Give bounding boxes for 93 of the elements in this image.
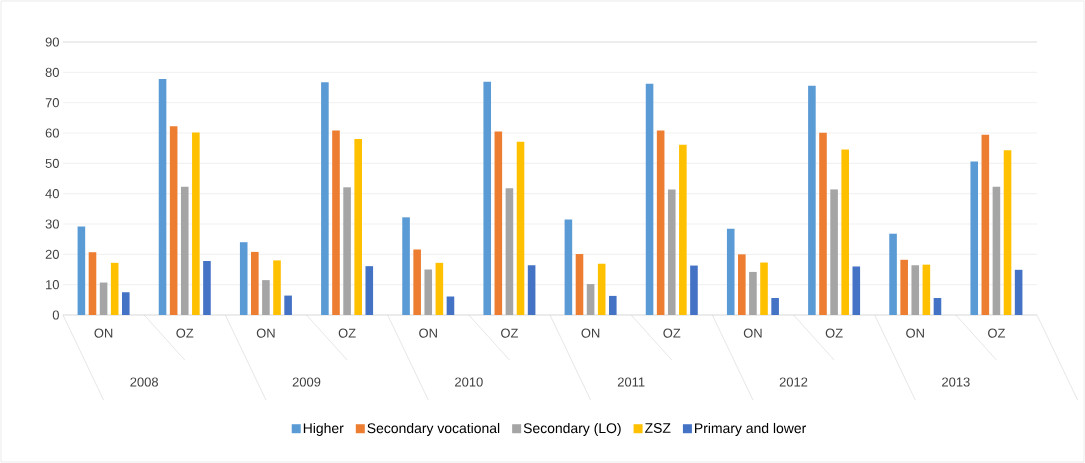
bar xyxy=(262,280,270,315)
bar xyxy=(933,298,942,315)
bar xyxy=(77,226,86,315)
bar xyxy=(738,254,746,315)
bar xyxy=(158,79,167,315)
bar xyxy=(273,260,281,315)
text: 2008 xyxy=(130,377,158,387)
text: 2009 xyxy=(292,377,321,387)
bar xyxy=(203,261,211,315)
bar xyxy=(841,149,849,315)
bar xyxy=(169,126,178,315)
bar xyxy=(446,296,455,315)
bar xyxy=(981,134,990,315)
bar xyxy=(608,295,617,315)
x-tick-label: OZ xyxy=(176,328,194,338)
bar xyxy=(99,282,108,315)
x-tick-label: OZ xyxy=(825,328,843,338)
bar xyxy=(1014,269,1023,315)
bar xyxy=(889,233,897,315)
bar xyxy=(760,262,768,315)
bar xyxy=(771,298,779,315)
text: 2013 xyxy=(942,377,970,387)
x-tick-label: OZ xyxy=(338,328,356,338)
bar xyxy=(749,271,757,315)
bar xyxy=(365,266,374,315)
bar xyxy=(424,269,433,315)
bar xyxy=(527,265,536,315)
bar xyxy=(284,295,292,315)
y-tick-label: 90 xyxy=(45,37,59,47)
y-tick-label: 60 xyxy=(45,128,59,138)
bar xyxy=(354,139,362,315)
legend-label: Secondary (LO) xyxy=(523,422,621,436)
x-tick-label: OZ xyxy=(501,328,519,338)
bar xyxy=(494,131,503,315)
bar xyxy=(922,264,931,315)
y-tick-label: 30 xyxy=(45,219,59,229)
bar xyxy=(911,265,920,315)
bar xyxy=(575,254,584,315)
y-tick-label: 0 xyxy=(52,310,59,320)
bar xyxy=(656,130,665,315)
bar xyxy=(808,85,816,315)
x-tick-label: ON xyxy=(419,328,437,338)
x-tick-label: ON xyxy=(256,328,275,338)
x-tick-label: ON xyxy=(581,328,600,338)
legend-label: Secondary vocational xyxy=(367,422,500,436)
bar xyxy=(667,189,676,315)
bar xyxy=(343,187,351,315)
bar xyxy=(251,251,259,315)
text: 2010 xyxy=(455,377,483,387)
y-tick-label: 50 xyxy=(45,158,59,168)
x-tick-label: ON xyxy=(743,328,762,338)
bar xyxy=(332,130,340,315)
bar xyxy=(645,83,654,315)
bar xyxy=(321,82,329,315)
bar xyxy=(192,132,200,315)
legend-label: Higher xyxy=(303,422,344,436)
y-tick-label: 80 xyxy=(45,67,59,77)
bar xyxy=(239,242,248,315)
y-tick-label: 70 xyxy=(45,98,59,108)
bar xyxy=(679,144,687,315)
bar xyxy=(516,141,525,315)
bar xyxy=(505,188,514,315)
bar xyxy=(586,284,595,315)
text: 2011 xyxy=(617,377,645,387)
y-tick-label: 20 xyxy=(45,249,59,259)
bar xyxy=(402,217,410,315)
bar xyxy=(435,262,444,315)
bar xyxy=(413,249,421,315)
bar xyxy=(819,132,827,315)
bar xyxy=(180,186,189,315)
bar xyxy=(852,266,861,315)
bar xyxy=(690,265,698,315)
x-tick-label: OZ xyxy=(663,328,681,338)
text: 2012 xyxy=(779,377,808,387)
bar xyxy=(597,263,606,315)
legend-label: Primary and lower xyxy=(695,422,807,436)
bar xyxy=(564,219,573,315)
bar xyxy=(110,262,119,315)
bar xyxy=(1003,150,1012,315)
x-tick-label: ON xyxy=(94,328,113,338)
x-tick-label: ON xyxy=(906,328,924,338)
bar xyxy=(483,81,492,315)
bar xyxy=(88,252,97,315)
legend-label: ZSZ xyxy=(645,423,671,433)
bar xyxy=(830,189,838,315)
bar xyxy=(121,292,130,315)
bar xyxy=(900,259,908,315)
y-tick-label: 40 xyxy=(45,189,59,199)
bar xyxy=(726,228,735,315)
y-tick-label: 10 xyxy=(46,280,59,290)
x-tick-label: OZ xyxy=(988,328,1006,338)
bar xyxy=(970,161,979,315)
bar xyxy=(992,186,1001,315)
